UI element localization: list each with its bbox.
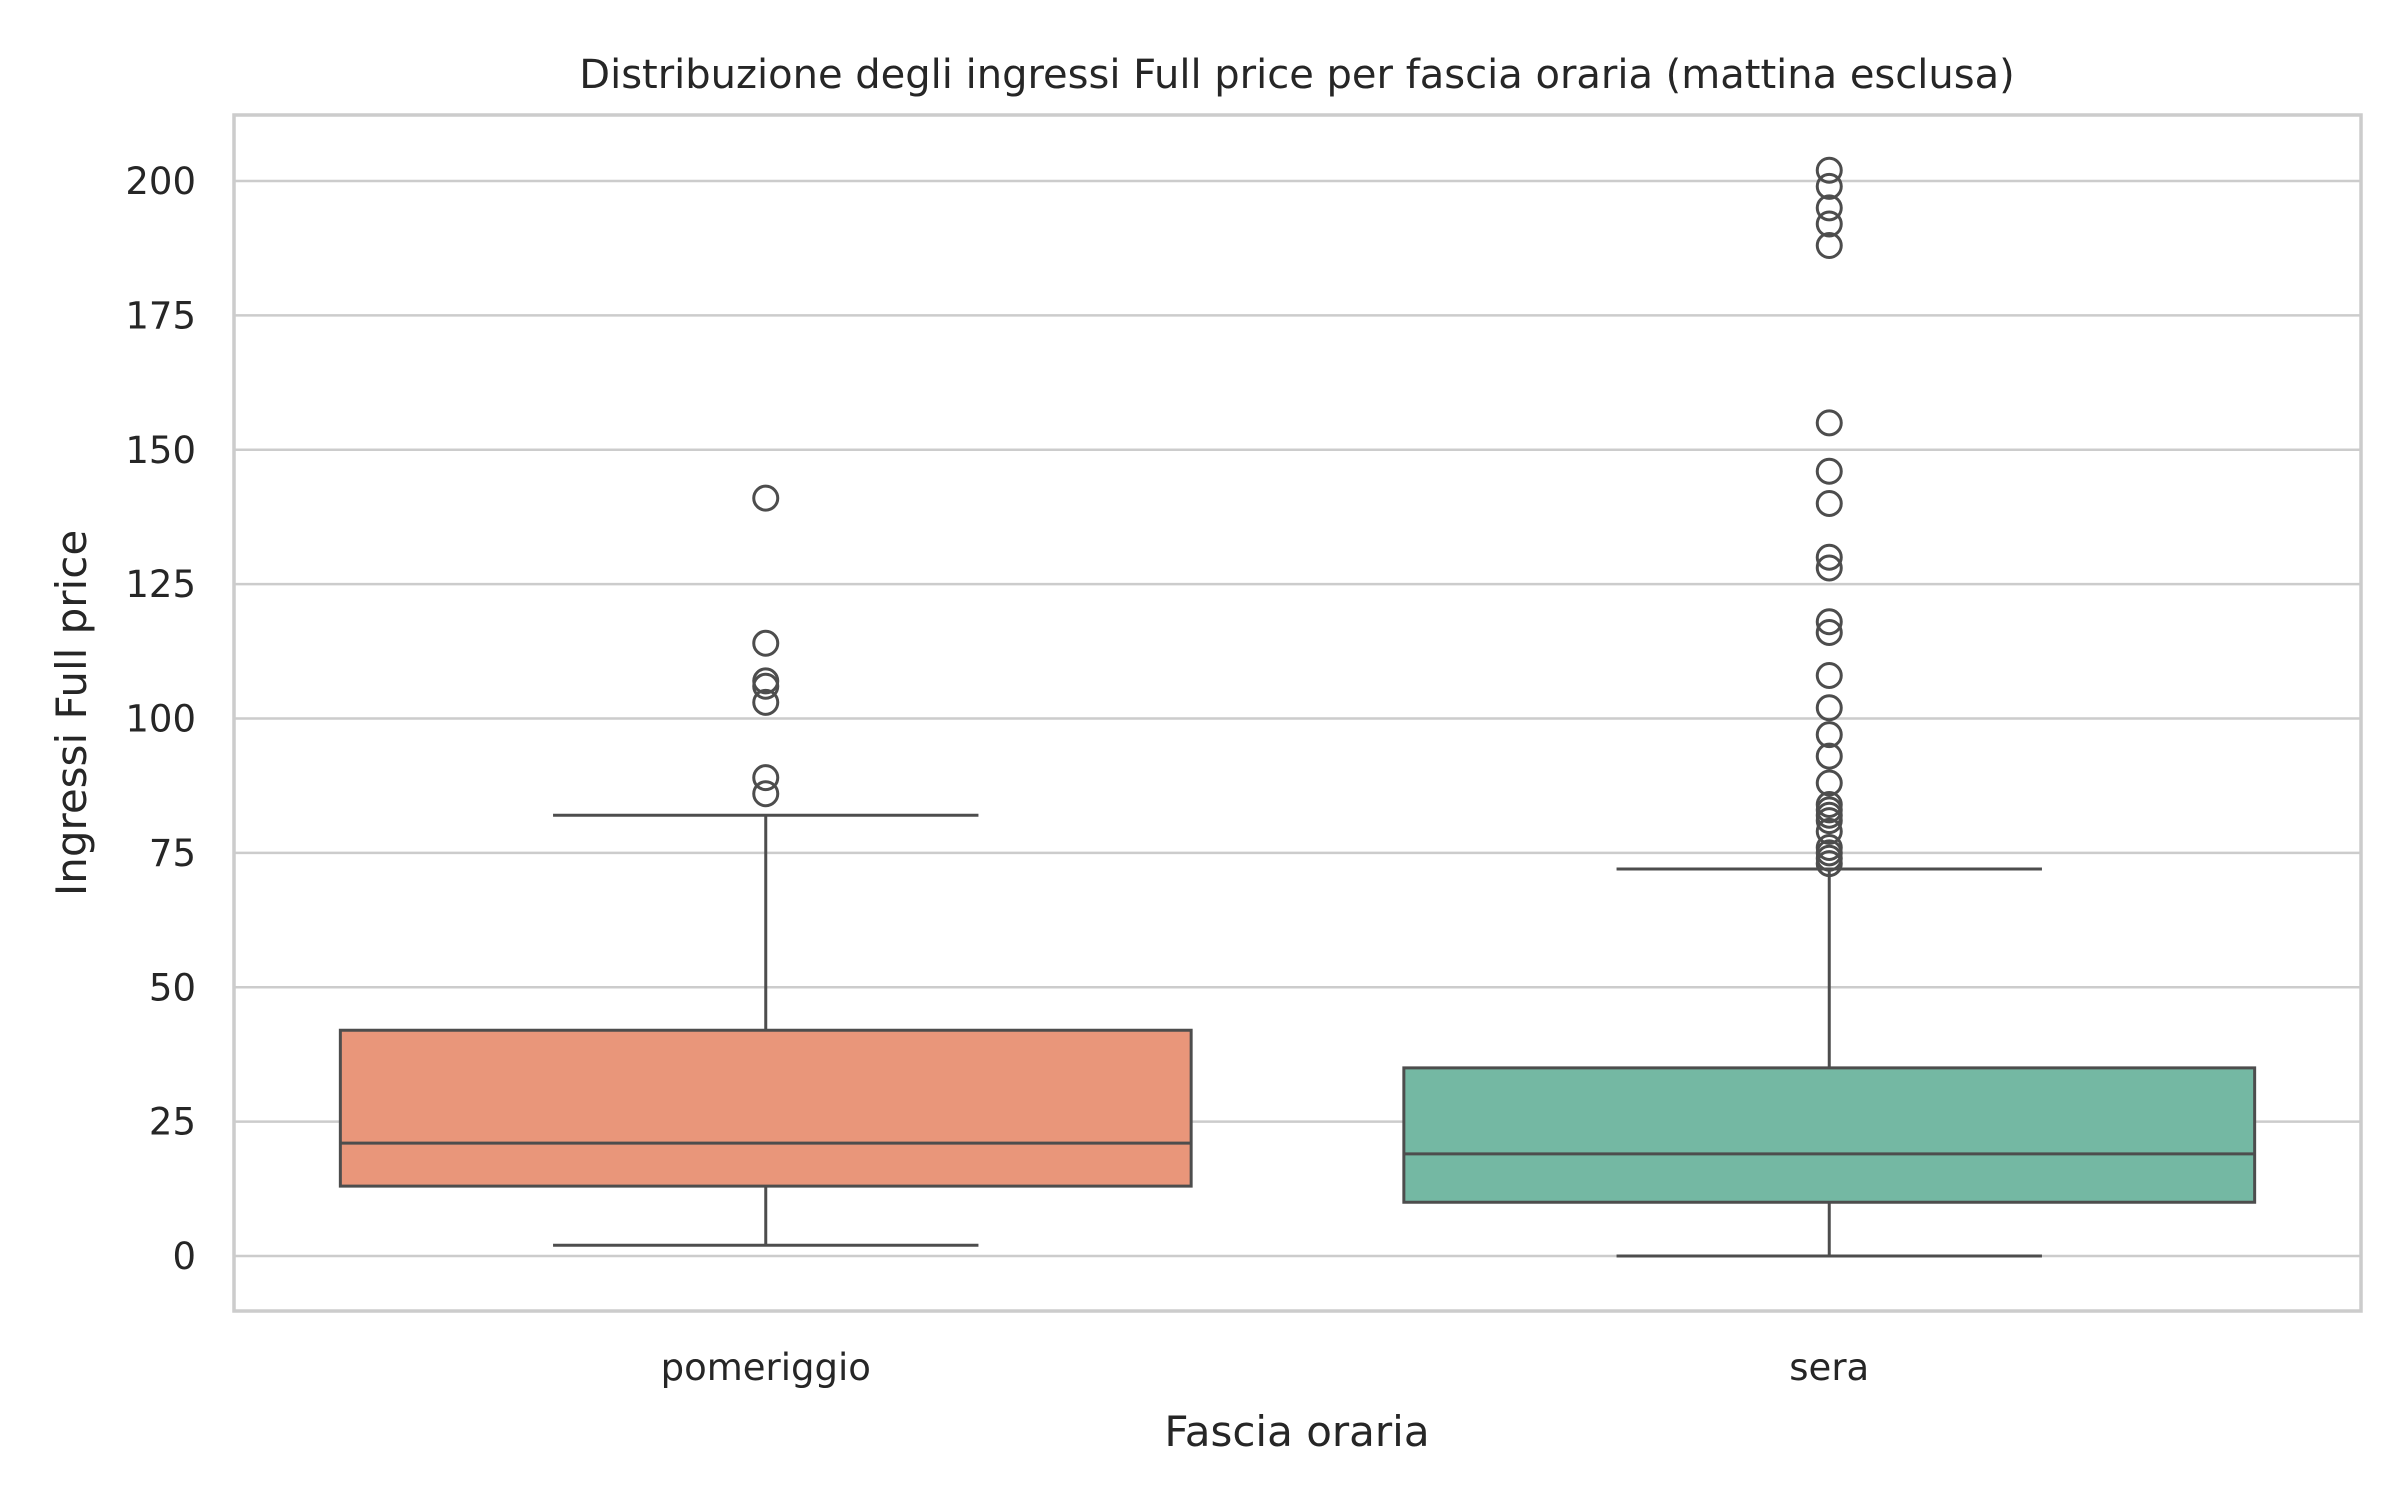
x-tick-label-sera: sera xyxy=(1789,1346,1869,1389)
outlier-pomeriggio-2 xyxy=(752,688,780,716)
outlier-sera-22 xyxy=(1815,210,1843,238)
outlier-sera-25 xyxy=(1815,156,1843,184)
outlier-sera-9 xyxy=(1815,769,1843,797)
y-tick-label-200: 200 xyxy=(125,160,196,203)
box-sera xyxy=(1402,1066,2257,1204)
outlier-pomeriggio-5 xyxy=(752,629,780,657)
outlier-sera-4 xyxy=(1815,817,1843,845)
y-tick-label-150: 150 xyxy=(125,429,196,472)
y-tick-label-25: 25 xyxy=(149,1101,196,1144)
chart-title: Distribuzione degli ingressi Full price … xyxy=(579,52,2014,98)
y-tick-labels: 0 25 50 75 100 125 150 175 200 xyxy=(125,160,196,1278)
outlier-pomeriggio-3 xyxy=(752,672,780,700)
y-tick-label-100: 100 xyxy=(125,698,196,741)
outlier-sera-18 xyxy=(1815,490,1843,517)
outlier-sera-24 xyxy=(1815,172,1843,200)
outlier-sera-14 xyxy=(1815,619,1843,646)
box-pomeriggio xyxy=(338,1028,1193,1188)
outlier-sera-13 xyxy=(1815,662,1843,689)
outlier-sera-3 xyxy=(1815,834,1843,861)
plot-frame xyxy=(232,113,2363,1313)
outlier-sera-8 xyxy=(1815,791,1843,818)
y-tick-label-50: 50 xyxy=(149,966,196,1009)
outlier-pomeriggio-6 xyxy=(752,484,780,512)
outlier-sera-16 xyxy=(1815,554,1843,582)
outlier-pomeriggio-0 xyxy=(752,780,780,808)
y-tick-label-75: 75 xyxy=(149,832,196,875)
outliers-layer xyxy=(752,156,1843,878)
outlier-sera-19 xyxy=(1815,457,1843,485)
x-tick-label-pomeriggio: pomeriggio xyxy=(661,1346,871,1389)
y-tick-label-125: 125 xyxy=(125,563,196,606)
outlier-pomeriggio-1 xyxy=(752,764,780,792)
outlier-sera-20 xyxy=(1815,409,1843,437)
outlier-sera-10 xyxy=(1815,742,1843,770)
outlier-pomeriggio-4 xyxy=(752,667,780,695)
y-axis-label: Ingressi Full price xyxy=(47,530,96,896)
outlier-sera-15 xyxy=(1815,608,1843,636)
outlier-sera-21 xyxy=(1815,232,1843,259)
x-axis-label: Fascia oraria xyxy=(1164,1407,1429,1456)
outlier-sera-12 xyxy=(1815,694,1843,722)
x-tick-labels: pomeriggio sera xyxy=(661,1346,1870,1389)
outlier-sera-11 xyxy=(1815,721,1843,749)
outlier-sera-17 xyxy=(1815,543,1843,571)
outlier-sera-23 xyxy=(1815,194,1843,222)
boxes-layer xyxy=(338,813,2257,1258)
y-tick-label-175: 175 xyxy=(125,294,196,337)
y-tick-label-0: 0 xyxy=(172,1235,196,1278)
